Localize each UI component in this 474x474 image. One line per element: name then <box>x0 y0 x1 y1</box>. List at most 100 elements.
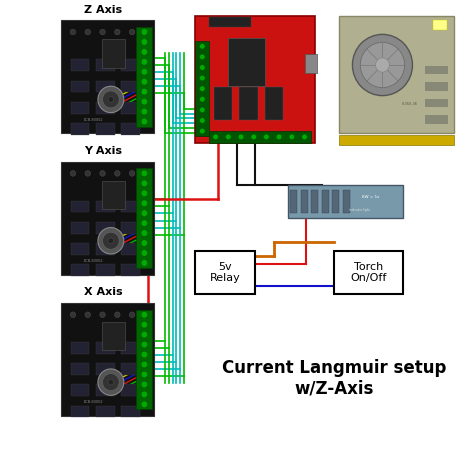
Circle shape <box>115 312 120 318</box>
Circle shape <box>141 321 147 328</box>
Bar <box>121 243 140 255</box>
Bar <box>121 363 140 375</box>
Bar <box>71 406 89 418</box>
Text: KW = 1s: KW = 1s <box>362 195 380 199</box>
Circle shape <box>98 86 124 113</box>
Bar <box>71 342 89 354</box>
Circle shape <box>276 134 282 140</box>
Circle shape <box>375 58 389 72</box>
Bar <box>136 310 153 409</box>
Text: ECB-80002: ECB-80002 <box>84 259 104 263</box>
Bar <box>425 82 448 91</box>
Text: Y Axis: Y Axis <box>84 146 122 156</box>
Bar <box>96 81 115 92</box>
Bar <box>121 102 140 114</box>
Circle shape <box>141 351 147 358</box>
Circle shape <box>141 371 147 378</box>
Bar <box>101 39 125 68</box>
Text: Torch
On/Off: Torch On/Off <box>350 262 387 283</box>
Bar <box>121 81 140 92</box>
Bar <box>290 190 297 213</box>
Circle shape <box>141 260 147 266</box>
Circle shape <box>141 190 147 197</box>
Bar <box>96 342 115 354</box>
Bar <box>239 87 258 120</box>
Circle shape <box>200 64 205 70</box>
Circle shape <box>289 134 294 140</box>
Bar <box>96 201 115 212</box>
Circle shape <box>200 44 205 49</box>
Bar <box>121 201 140 212</box>
Bar <box>96 264 115 276</box>
Bar <box>121 123 140 135</box>
Circle shape <box>141 118 147 125</box>
Circle shape <box>141 79 147 85</box>
Circle shape <box>226 134 231 140</box>
Bar <box>71 201 89 212</box>
Bar <box>136 168 153 268</box>
Circle shape <box>85 171 91 176</box>
Bar <box>121 342 140 354</box>
Bar <box>121 222 140 234</box>
Circle shape <box>360 42 405 88</box>
Circle shape <box>102 374 119 391</box>
Bar <box>96 123 115 135</box>
Circle shape <box>141 180 147 187</box>
Bar <box>101 322 125 350</box>
Bar <box>425 99 448 108</box>
Bar <box>62 20 154 133</box>
Circle shape <box>238 134 244 140</box>
Text: Z Axis: Z Axis <box>84 5 122 15</box>
Circle shape <box>200 96 205 102</box>
Bar <box>195 41 209 137</box>
Circle shape <box>141 200 147 207</box>
Text: X Axis: X Axis <box>84 287 122 297</box>
Circle shape <box>141 69 147 75</box>
Bar <box>311 190 318 213</box>
Bar <box>425 66 448 74</box>
Bar <box>96 102 115 114</box>
Bar <box>96 384 115 396</box>
Bar <box>71 264 89 276</box>
Text: S-350-36: S-350-36 <box>402 102 418 106</box>
Circle shape <box>102 91 119 108</box>
Circle shape <box>141 401 147 408</box>
Circle shape <box>200 107 205 113</box>
Circle shape <box>100 312 105 318</box>
Circle shape <box>98 369 124 395</box>
Circle shape <box>141 240 147 246</box>
Circle shape <box>141 39 147 45</box>
Text: indicator light: indicator light <box>349 208 370 212</box>
Bar <box>71 102 89 114</box>
Bar <box>96 363 115 375</box>
Circle shape <box>213 134 219 140</box>
Circle shape <box>200 128 205 134</box>
Circle shape <box>302 134 307 140</box>
Bar <box>71 222 89 234</box>
Circle shape <box>85 29 91 35</box>
Bar <box>305 54 317 73</box>
Circle shape <box>102 232 119 249</box>
Circle shape <box>141 220 147 227</box>
Bar <box>71 59 89 71</box>
Bar <box>343 190 350 213</box>
Bar <box>195 251 255 293</box>
Circle shape <box>141 109 147 115</box>
Circle shape <box>100 29 105 35</box>
Bar <box>121 59 140 71</box>
Circle shape <box>108 238 114 244</box>
Bar <box>288 185 403 218</box>
Text: ECB-80002: ECB-80002 <box>84 118 104 122</box>
Circle shape <box>200 118 205 123</box>
Bar <box>332 190 339 213</box>
Circle shape <box>141 381 147 388</box>
Bar <box>96 406 115 418</box>
Circle shape <box>70 171 76 176</box>
Circle shape <box>264 134 269 140</box>
Circle shape <box>200 75 205 81</box>
Circle shape <box>141 311 147 318</box>
Text: ECB-80002: ECB-80002 <box>84 401 104 404</box>
Circle shape <box>141 391 147 398</box>
Bar <box>71 363 89 375</box>
Circle shape <box>141 250 147 256</box>
